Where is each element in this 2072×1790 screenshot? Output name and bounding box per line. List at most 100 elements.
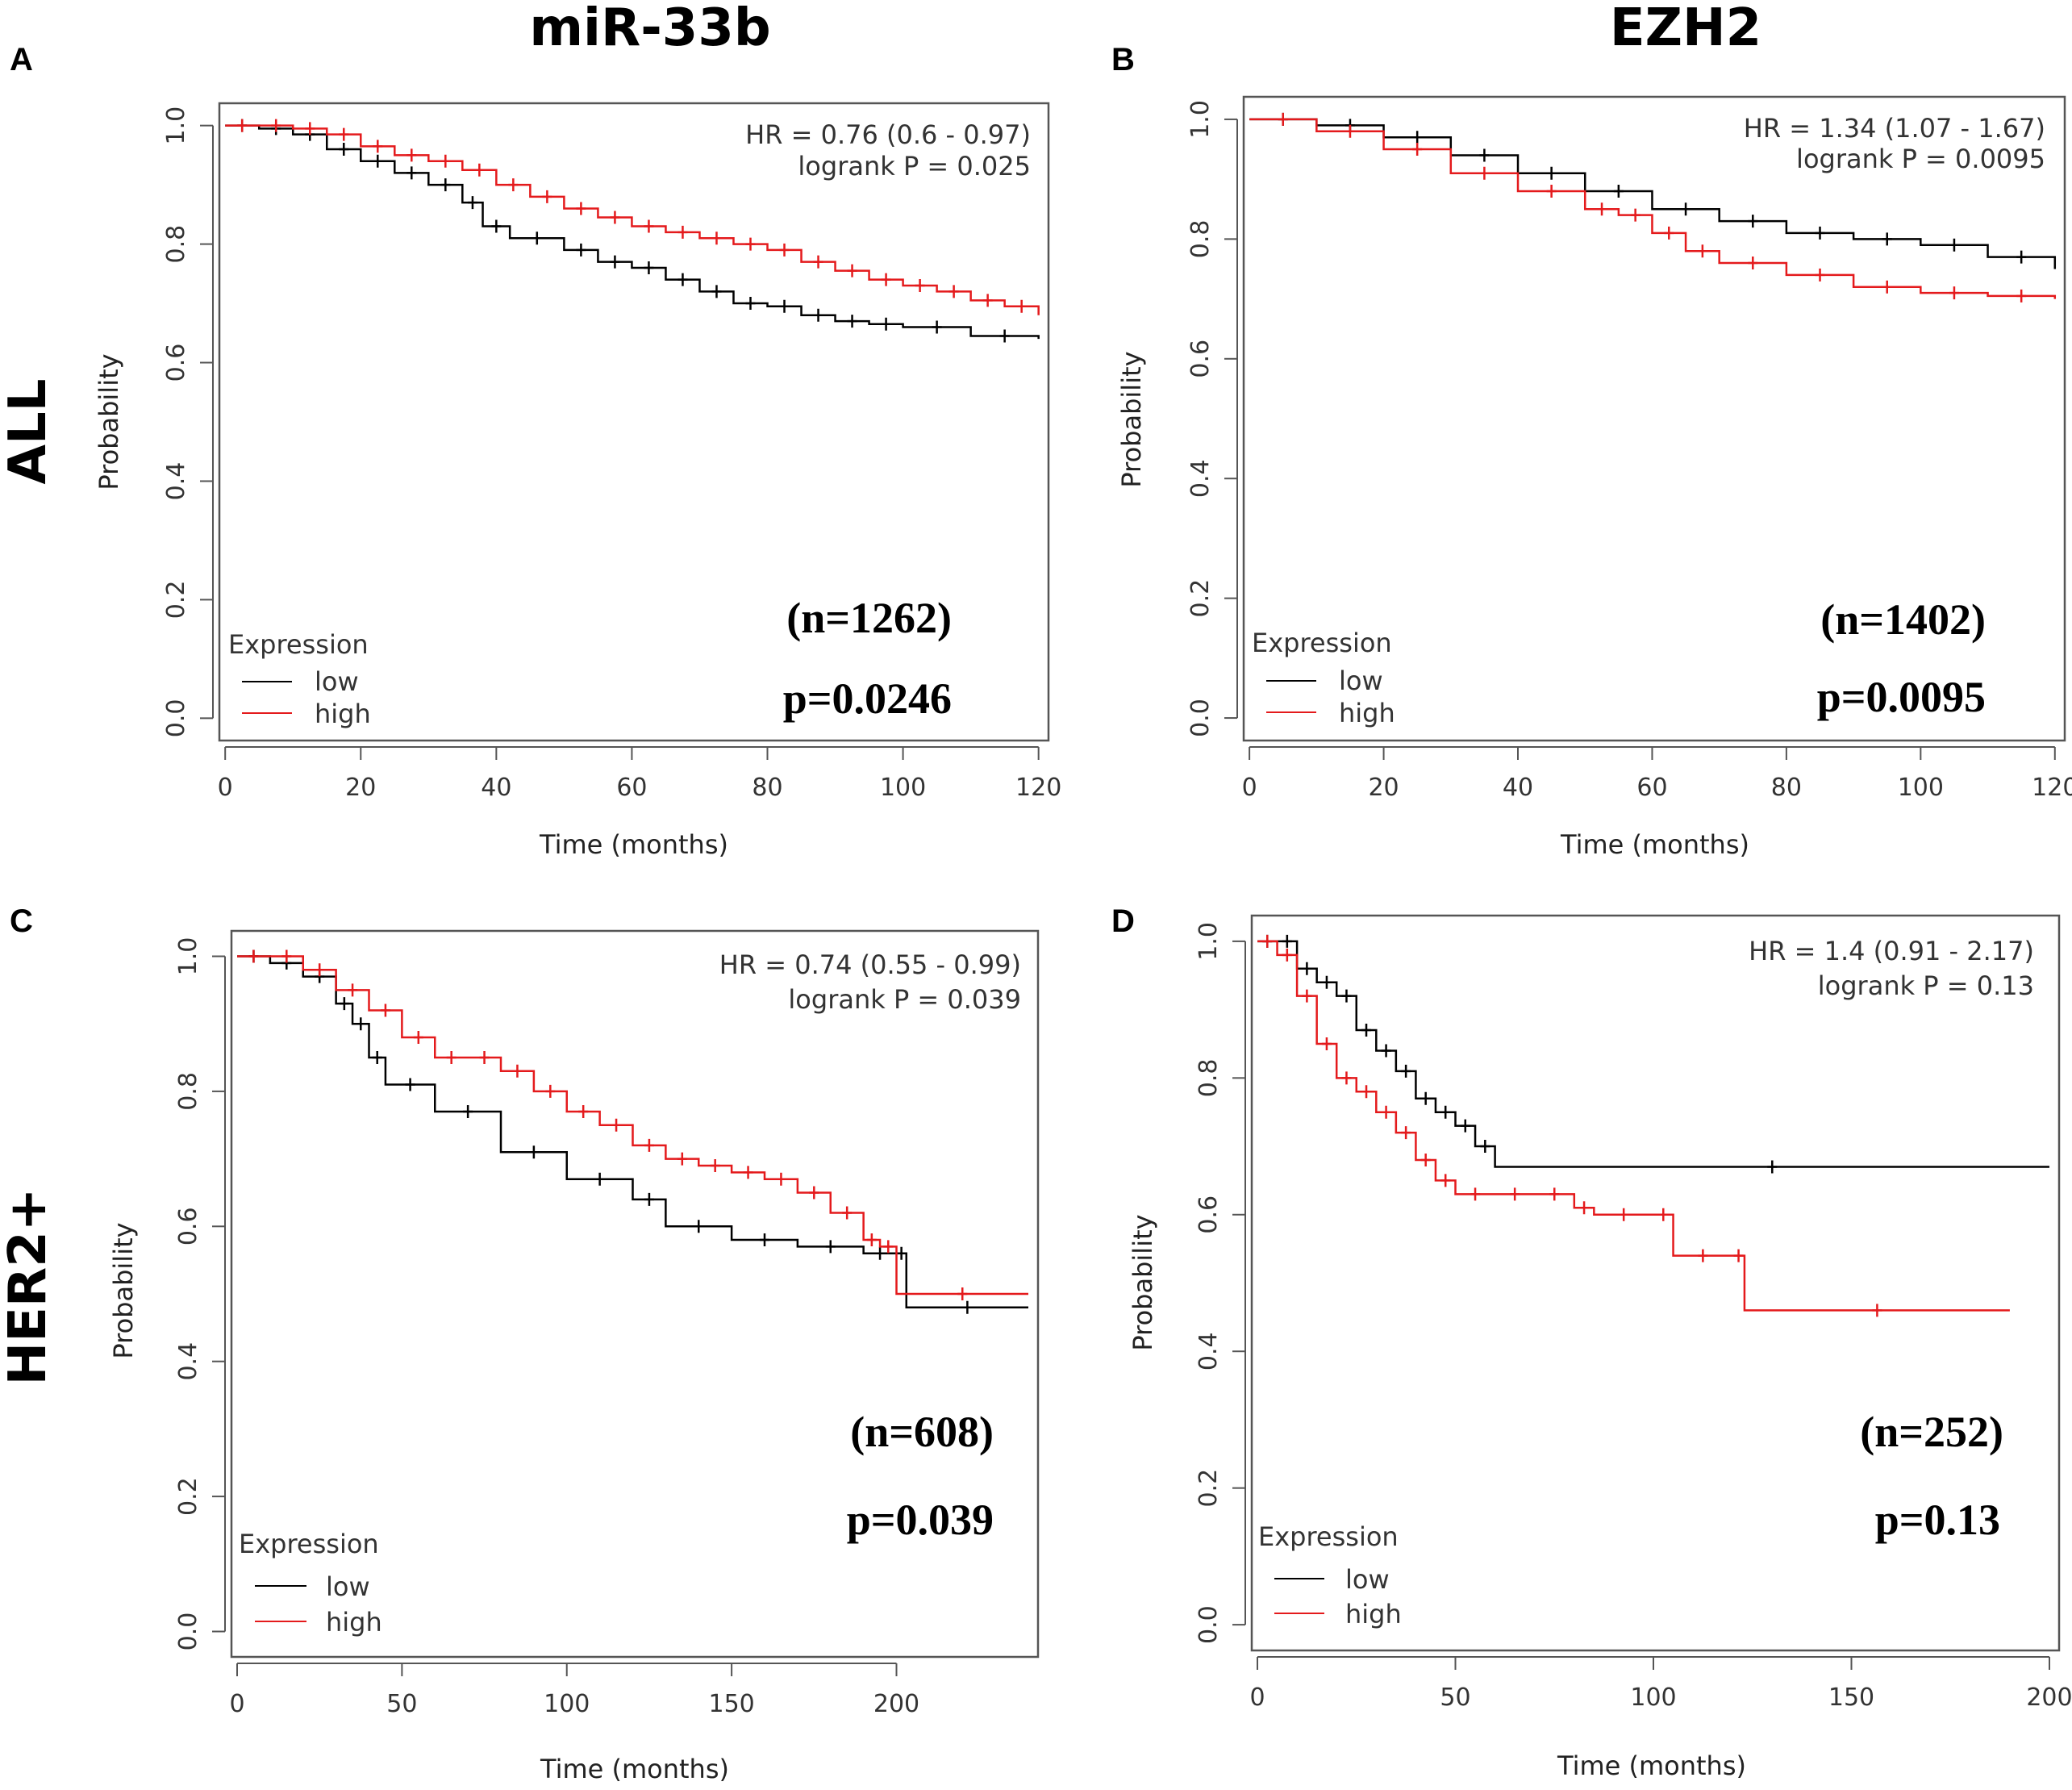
km-curve-low bbox=[1257, 940, 2049, 1168]
km-curve-low bbox=[225, 124, 1040, 340]
y-tick-label: 0.0 bbox=[1194, 1605, 1223, 1644]
censor-mark-low bbox=[1479, 148, 1490, 162]
censor-mark-high bbox=[813, 255, 823, 269]
censor-mark-low bbox=[962, 1300, 973, 1314]
hr-annotation: HR = 0.76 (0.6 - 0.97) bbox=[745, 119, 1031, 150]
censor-mark-low bbox=[745, 297, 756, 311]
censor-mark-high bbox=[576, 202, 586, 215]
logrank-annotation: logrank P = 0.039 bbox=[788, 984, 1021, 1015]
x-tick-label: 40 bbox=[1503, 774, 1533, 802]
censor-mark-low bbox=[1767, 1160, 1778, 1174]
censor-mark-low bbox=[1282, 934, 1292, 948]
censor-mark-high bbox=[842, 1206, 853, 1220]
x-tick-label: 0 bbox=[218, 774, 233, 802]
sample-size-label: (n=608) bbox=[850, 1408, 994, 1456]
x-tick-label: 200 bbox=[873, 1690, 919, 1718]
y-axis-label: Probability bbox=[1128, 1214, 1158, 1350]
censor-mark-high bbox=[1361, 1085, 1372, 1099]
legend-title: Expression bbox=[239, 1529, 379, 1559]
y-tick-label: 0.0 bbox=[1186, 699, 1215, 737]
censor-mark-high bbox=[237, 119, 248, 132]
p-value-label: p=0.0246 bbox=[783, 674, 952, 723]
censor-mark-high bbox=[779, 243, 790, 257]
y-tick-label: 1.0 bbox=[1194, 922, 1223, 961]
p-value-label: p=0.0095 bbox=[1817, 673, 1986, 721]
censor-mark-low bbox=[610, 255, 620, 269]
censor-mark-high bbox=[1698, 1249, 1708, 1262]
logrank-annotation: logrank P = 0.025 bbox=[798, 151, 1031, 182]
censor-mark-high bbox=[611, 1118, 622, 1132]
y-tick-label: 0.6 bbox=[1186, 340, 1215, 378]
censor-mark-low bbox=[528, 1145, 539, 1159]
censor-mark-high bbox=[1619, 1208, 1629, 1221]
censor-mark-high bbox=[809, 1186, 819, 1200]
censor-mark-high bbox=[474, 163, 485, 177]
censor-mark-low bbox=[813, 308, 823, 322]
legend-title: Expression bbox=[1252, 628, 1392, 658]
y-tick-label: 0.4 bbox=[1186, 459, 1215, 498]
x-tick-label: 50 bbox=[1440, 1684, 1470, 1712]
censor-mark-low bbox=[644, 1192, 654, 1206]
censor-mark-low bbox=[760, 1233, 769, 1247]
censor-mark-high bbox=[1016, 299, 1027, 313]
censor-mark-high bbox=[508, 178, 519, 192]
censor-mark-high bbox=[1658, 1208, 1669, 1221]
censor-mark-high bbox=[1321, 1037, 1332, 1050]
censor-mark-high bbox=[248, 949, 259, 963]
censor-mark-low bbox=[1480, 1140, 1490, 1154]
censor-mark-high bbox=[1479, 166, 1490, 180]
censor-mark-high bbox=[440, 154, 451, 168]
censor-mark-low bbox=[1401, 1064, 1411, 1078]
censor-mark-high bbox=[644, 219, 654, 233]
y-tick-label: 0.6 bbox=[1194, 1195, 1223, 1234]
x-tick-label: 120 bbox=[2032, 774, 2072, 802]
censor-mark-low bbox=[825, 1240, 836, 1254]
censor-mark-high bbox=[1664, 226, 1674, 240]
censor-mark-low bbox=[372, 1051, 382, 1065]
censor-mark-high bbox=[710, 1158, 720, 1172]
censor-mark-low bbox=[2016, 250, 2027, 264]
y-tick-label: 0.8 bbox=[1186, 219, 1215, 258]
censor-mark-high bbox=[380, 1003, 390, 1017]
hr-annotation: HR = 1.34 (1.07 - 1.67) bbox=[1744, 113, 2045, 144]
x-tick-label: 50 bbox=[386, 1690, 417, 1718]
censor-mark-high bbox=[348, 983, 358, 997]
censor-mark-high bbox=[1345, 124, 1355, 138]
y-tick-label: 0.8 bbox=[162, 225, 190, 264]
y-tick-label: 0.6 bbox=[162, 344, 190, 382]
censor-mark-high bbox=[1510, 1187, 1520, 1201]
censor-mark-low bbox=[1321, 975, 1332, 989]
x-tick-label: 40 bbox=[481, 774, 511, 802]
censor-mark-high bbox=[610, 211, 620, 224]
censor-mark-high bbox=[1697, 244, 1707, 258]
censor-mark-high bbox=[866, 1233, 877, 1247]
censor-mark-high bbox=[315, 963, 325, 977]
x-axis-label: Time (months) bbox=[1557, 1750, 1746, 1781]
x-tick-label: 20 bbox=[1368, 774, 1399, 802]
censor-mark-high bbox=[957, 1287, 968, 1300]
censor-mark-low bbox=[1440, 1105, 1451, 1119]
censor-mark-low bbox=[532, 232, 542, 245]
y-axis-label: Probability bbox=[94, 353, 124, 490]
censor-mark-high bbox=[1546, 184, 1557, 198]
x-tick-label: 100 bbox=[1898, 774, 1944, 802]
y-tick-label: 1.0 bbox=[1186, 100, 1215, 139]
censor-mark-high bbox=[281, 949, 292, 963]
censor-mark-low bbox=[491, 219, 502, 233]
sample-size-label: (n=252) bbox=[1860, 1408, 2003, 1456]
hr-annotation: HR = 1.4 (0.91 - 2.17) bbox=[1749, 936, 2034, 966]
x-tick-label: 0 bbox=[229, 1690, 244, 1718]
legend-low-label: low bbox=[315, 666, 359, 697]
censor-mark-low bbox=[373, 154, 383, 168]
censor-mark-low bbox=[339, 997, 349, 1011]
y-tick-label: 0.2 bbox=[1194, 1469, 1223, 1508]
censor-mark-low bbox=[847, 315, 857, 328]
censor-mark-high bbox=[1470, 1187, 1481, 1201]
censor-mark-high bbox=[982, 294, 993, 307]
x-axis-label: Time (months) bbox=[539, 829, 728, 860]
censor-mark-low bbox=[576, 243, 586, 257]
censor-mark-low bbox=[1681, 202, 1691, 216]
censor-mark-high bbox=[644, 1138, 654, 1152]
y-tick-label: 0.0 bbox=[162, 699, 190, 737]
